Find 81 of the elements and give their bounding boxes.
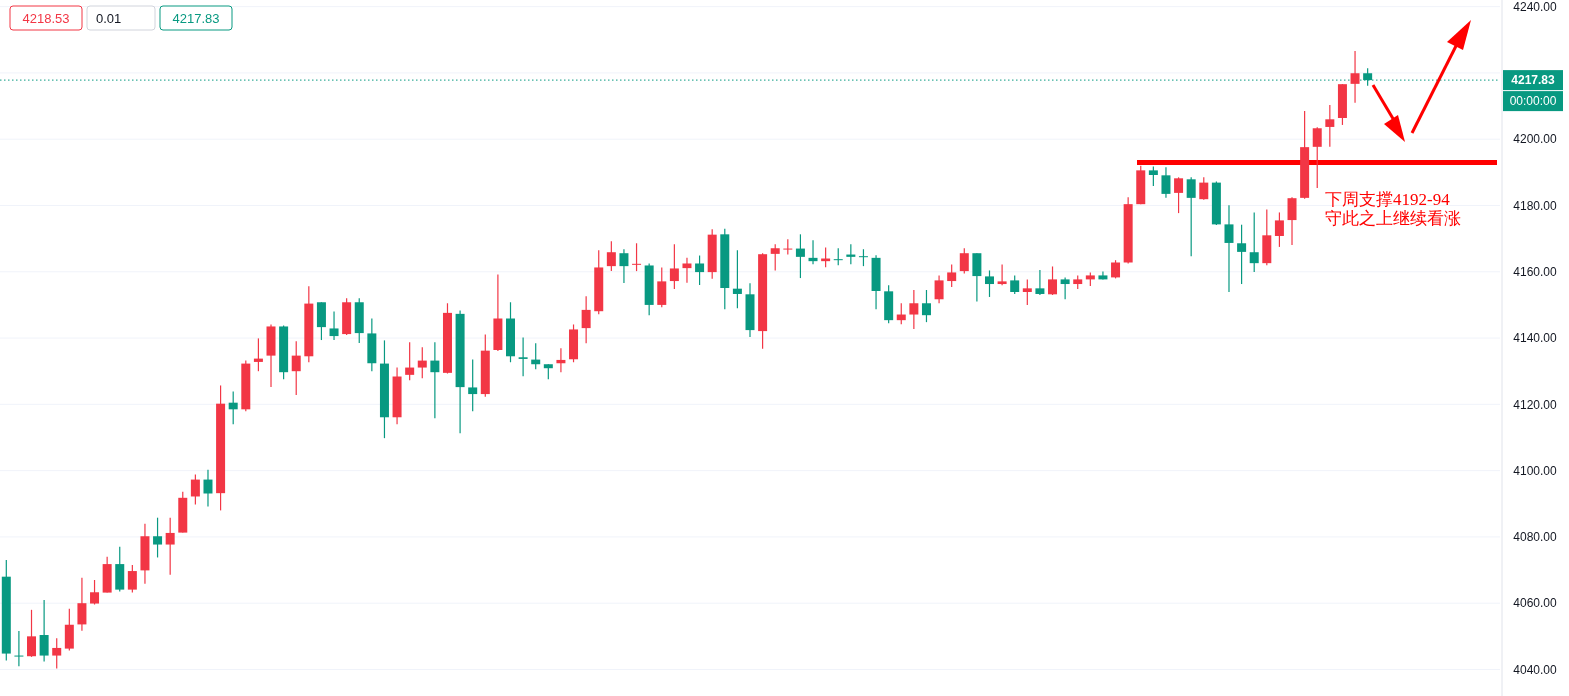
y-tick-label: 4240.00 (1513, 0, 1558, 14)
candlestick (14, 630, 24, 667)
candlestick (606, 240, 616, 272)
candlestick (1325, 104, 1335, 148)
ref-line-label: 4217.83 (1511, 73, 1556, 88)
y-tick-label: 4120.00 (1513, 397, 1558, 412)
candlestick (1249, 211, 1259, 273)
candlestick (1174, 176, 1184, 214)
candlestick (417, 346, 427, 379)
annotation: 下周支撑4192-94 (1325, 190, 1451, 209)
candlestick (959, 247, 969, 275)
candlestick (39, 599, 49, 663)
candlestick (1035, 269, 1045, 296)
candlestick (127, 564, 137, 594)
candlestick (732, 249, 742, 309)
candlestick (228, 390, 238, 425)
y-tick-label: 4080.00 (1513, 530, 1558, 545)
candlestick (556, 347, 566, 373)
candlestick (27, 609, 37, 658)
candlestick (1111, 259, 1121, 279)
annotation: 4217.83 (172, 10, 220, 26)
candlestick (1022, 278, 1032, 306)
candlestick (1224, 204, 1234, 293)
candlestick (808, 239, 818, 265)
text: 00:00:00 (1509, 94, 1557, 109)
candlestick (1060, 276, 1070, 300)
candlestick (1350, 50, 1360, 104)
candlestick (581, 295, 591, 344)
candlestick (52, 637, 62, 670)
price-field: 0.01 (86, 5, 156, 31)
candlestick (405, 341, 415, 381)
annotation: 4218.53 (22, 10, 70, 26)
candlestick (1048, 265, 1058, 296)
y-tick-label: 4040.00 (1513, 662, 1558, 677)
candlestick (997, 263, 1007, 286)
y-tick-label: 4100.00 (1513, 463, 1558, 478)
candlestick (1148, 165, 1158, 187)
y-tick-label: 4160.00 (1513, 264, 1558, 279)
y-tick-label: 4140.00 (1513, 331, 1558, 346)
candlestick (329, 310, 339, 341)
candlestick (770, 243, 780, 272)
candlestick (921, 289, 931, 323)
candlestick (1161, 166, 1171, 199)
annotation: 0.01 (96, 10, 122, 26)
candlestick (632, 242, 642, 272)
y-tick-label: 4060.00 (1513, 596, 1558, 611)
candlestick (795, 233, 805, 279)
y-tick-label: 4180.00 (1513, 198, 1558, 213)
candlestick (619, 248, 629, 284)
candlestick (165, 517, 175, 576)
candlestick (190, 474, 200, 506)
candlestick (253, 337, 263, 372)
candlestick (657, 266, 667, 308)
candlestick (153, 517, 163, 559)
y-tick-label: 4200.00 (1513, 132, 1558, 147)
candlestick (64, 608, 74, 652)
candlestick (972, 252, 982, 303)
candlestick (90, 579, 100, 606)
candlestick (947, 263, 957, 288)
price-field: 4217.83 (159, 5, 233, 31)
candlestick (1237, 224, 1247, 285)
candlestick (430, 341, 440, 419)
candlestick (1199, 176, 1209, 201)
candlestick (909, 289, 919, 330)
candlestick (669, 243, 679, 290)
annotation: 守此之上继续看涨 (1325, 209, 1461, 228)
candlestick (1312, 126, 1322, 189)
candlestick (1274, 211, 1284, 248)
candlestick (985, 269, 994, 298)
price-field: 4218.53 (9, 5, 83, 31)
candlestick (1186, 176, 1196, 257)
candlestick (682, 257, 692, 284)
candlestick (291, 340, 301, 396)
candlestick (1287, 196, 1297, 246)
candlestick (518, 336, 528, 377)
candlestick (203, 469, 213, 508)
candlestick (695, 254, 705, 286)
candlestick (77, 577, 87, 632)
candlestick (1010, 274, 1020, 295)
candlestick (468, 359, 478, 412)
candlestick (934, 274, 944, 304)
